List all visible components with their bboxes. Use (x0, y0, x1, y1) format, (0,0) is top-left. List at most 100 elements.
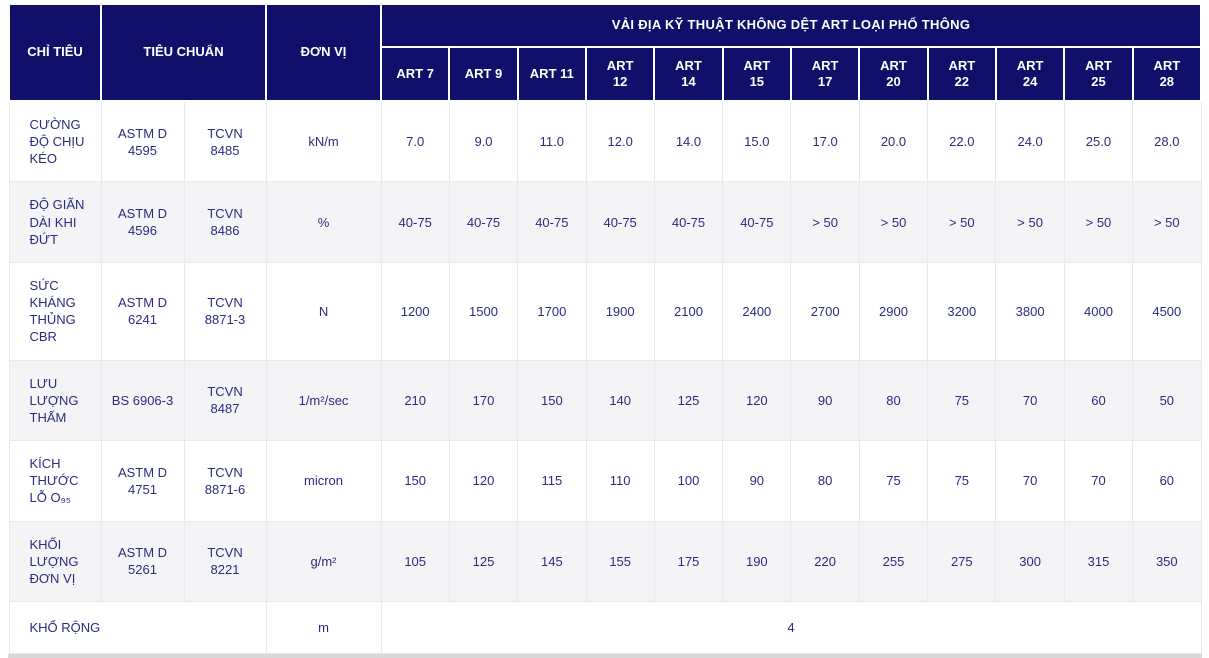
spec-row: LƯU LƯỢNG THẤM BS 6906-3 TCVN 8487 1/m²/sec… (8, 359, 1202, 442)
row-unit: N (265, 261, 382, 361)
art-column-header: ART 7 (380, 46, 451, 102)
row-value: 2700 (790, 261, 860, 361)
row-value: 60 (1132, 440, 1202, 522)
row-value: 22.0 (927, 100, 997, 183)
row-value: 90 (722, 440, 792, 522)
spec-table-container: CHỈ TIÊU TIÊU CHUẨN ĐƠN VỊ VẢI ĐỊA KỸ TH… (8, 3, 1203, 658)
row-value: 155 (585, 520, 655, 602)
row-value: 170 (448, 359, 519, 442)
art-column-header: ART 12 (584, 46, 656, 102)
row-standard-tcvn: TCVN 8871-6 (183, 440, 267, 522)
row-value: > 50 (995, 181, 1065, 263)
row-value: 70 (995, 359, 1065, 442)
row-value: 210 (380, 359, 450, 442)
row-value: 40-75 (585, 181, 655, 263)
row-value: 150 (380, 440, 450, 522)
art-column-header: ART 14 (653, 46, 724, 102)
row-value: 275 (927, 520, 997, 602)
row-label: KHỐI LƯỢNG ĐƠN VỊ (8, 520, 102, 602)
row-value: 80 (858, 359, 929, 442)
header-row-art-columns: ART 7 ART 9 ART 11 ART 12 ART 14 ART 15 ART 17… (9, 46, 1203, 102)
row-value: 350 (1132, 520, 1202, 602)
spec-row: KHỐI LƯỢNG ĐƠN VỊ ASTM D 5261 TCVN 8221 g/m… (8, 520, 1202, 602)
art-column-header: ART 9 (448, 46, 519, 102)
row-value: 2900 (858, 261, 929, 361)
row-value: 40-75 (722, 181, 792, 263)
row-label: CƯỜNG ĐỘ CHỊU KÉO (8, 100, 102, 183)
row-label: ĐỘ GIÃN DÀI KHI ĐỨT (8, 181, 102, 263)
header-tieu-chuan: TIÊU CHUẨN (99, 3, 268, 102)
footer-unit: m (265, 600, 382, 654)
row-value: 255 (858, 520, 929, 602)
art-column-header: ART 20 (858, 46, 929, 102)
row-value: 17.0 (790, 100, 860, 183)
row-value: 175 (653, 520, 724, 602)
spec-row: SỨC KHÁNG THỦNG CBR ASTM D 6241 TCVN 8871-… (8, 261, 1202, 361)
row-standard-astm: ASTM D 4596 (100, 181, 185, 263)
row-value: 105 (380, 520, 450, 602)
art-column-header: ART 15 (721, 46, 792, 102)
row-value: 9.0 (448, 100, 519, 183)
geotextile-spec-table: CHỈ TIÊU TIÊU CHUẨN ĐƠN VỊ VẢI ĐỊA KỸ TH… (8, 3, 1203, 654)
spec-row: KÍCH THƯỚC LỖ O₉₅ ASTM D 4751 TCVN 8871-6 m… (8, 440, 1202, 522)
row-unit: 1/m²/sec (265, 359, 382, 442)
row-unit: kN/m (265, 100, 382, 183)
art-column-header: ART 11 (516, 46, 588, 102)
row-standard-tcvn: TCVN 8221 (183, 520, 267, 602)
art-column-header: ART 22 (926, 46, 997, 102)
spec-row: CƯỜNG ĐỘ CHỊU KÉO ASTM D 4595 TCVN 8485 kN/… (8, 100, 1202, 183)
row-value: 125 (653, 359, 724, 442)
row-value: 40-75 (448, 181, 519, 263)
footer-label: KHỔ RỘNG (8, 600, 267, 654)
row-value: 300 (995, 520, 1065, 602)
row-value: 315 (1063, 520, 1134, 602)
row-standard-astm: ASTM D 5261 (100, 520, 185, 602)
row-label: SỨC KHÁNG THỦNG CBR (8, 261, 102, 361)
row-value: 75 (858, 440, 929, 522)
row-value: 150 (517, 359, 587, 442)
row-value: 75 (927, 359, 997, 442)
row-label: KÍCH THƯỚC LỖ O₉₅ (8, 440, 102, 522)
art-column-header: ART 17 (789, 46, 861, 102)
row-value: 3800 (995, 261, 1065, 361)
row-value: 12.0 (585, 100, 655, 183)
row-value: 7.0 (380, 100, 450, 183)
row-value: 20.0 (858, 100, 929, 183)
row-standard-astm: ASTM D 6241 (100, 261, 185, 361)
row-standard-tcvn: TCVN 8487 (183, 359, 267, 442)
row-value: 190 (722, 520, 792, 602)
row-value: 100 (653, 440, 724, 522)
row-label: LƯU LƯỢNG THẤM (8, 359, 102, 442)
row-standard-astm: ASTM D 4595 (100, 100, 185, 183)
art-column-header: ART 24 (994, 46, 1066, 102)
row-value: 3200 (927, 261, 997, 361)
spec-row: ĐỘ GIÃN DÀI KHI ĐỨT ASTM D 4596 TCVN 8486%… (8, 181, 1202, 263)
row-value: 1700 (517, 261, 587, 361)
row-value: > 50 (927, 181, 997, 263)
art-column-header: ART 28 (1131, 46, 1203, 102)
row-standard-astm: ASTM D 4751 (100, 440, 185, 522)
row-value: 4000 (1063, 261, 1134, 361)
row-unit: % (265, 181, 382, 263)
row-value: > 50 (1132, 181, 1202, 263)
footer-row: KHỔ RỘNG m 4 (8, 600, 1202, 654)
row-standard-astm: BS 6906-3 (100, 359, 185, 442)
row-value: 70 (995, 440, 1065, 522)
header-row-group: CHỈ TIÊU TIÊU CHUẨN ĐƠN VỊ VẢI ĐỊA KỸ TH… (8, 3, 1202, 102)
row-value: 40-75 (380, 181, 450, 263)
row-value: 25.0 (1063, 100, 1134, 183)
row-value: 2400 (722, 261, 792, 361)
header-group-title: VẢI ĐỊA KỸ THUẬT KHÔNG DỆT ART LOẠI PHỔ … (380, 3, 1202, 48)
row-value: 24.0 (995, 100, 1065, 183)
row-standard-tcvn: TCVN 8485 (183, 100, 267, 183)
row-value: 70 (1063, 440, 1134, 522)
art-column-header: ART 25 (1063, 46, 1134, 102)
header-chi-tieu: CHỈ TIÊU (8, 3, 102, 102)
row-value: 40-75 (653, 181, 724, 263)
row-value: 40-75 (517, 181, 587, 263)
row-unit: g/m² (265, 520, 382, 602)
row-value: 50 (1132, 359, 1202, 442)
row-unit: micron (265, 440, 382, 522)
row-value: > 50 (790, 181, 860, 263)
header-don-vi: ĐƠN VỊ (265, 3, 383, 102)
